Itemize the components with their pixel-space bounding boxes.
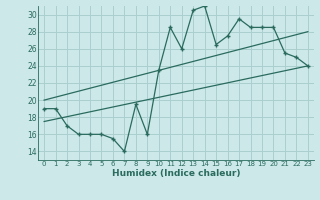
X-axis label: Humidex (Indice chaleur): Humidex (Indice chaleur) [112,169,240,178]
